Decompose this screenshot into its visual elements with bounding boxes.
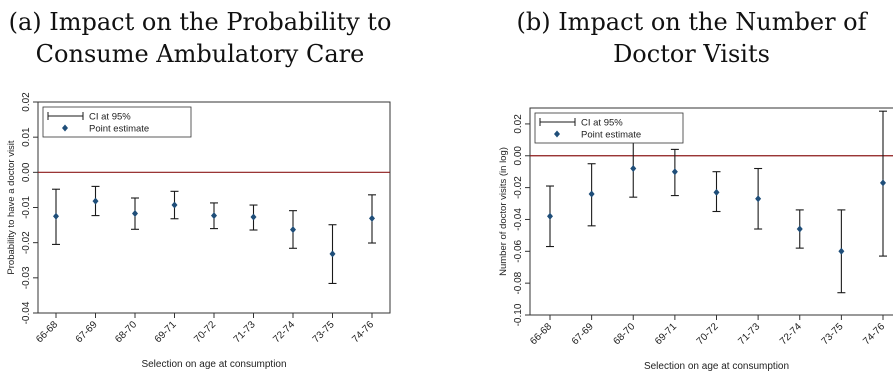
x-tick-label: 68-70 [612,321,638,347]
point-estimate-marker [671,168,678,176]
legend-point-marker [62,124,68,132]
y-tick-label: -0.03 [21,266,32,289]
legend-label-point: Point estimate [581,130,641,141]
panel-b-title-line1: (b) Impact on the Number of [516,8,867,36]
x-tick-label: 73-75 [311,319,337,345]
y-tick-label: -0.10 [513,303,524,326]
chart-panel-b: 0.02 0.00 -0.02 -0.04 -0.06 -0.08 -0.10 Number … [498,107,893,372]
point-estimate-marker [53,212,59,220]
legend-label-ci: CI at 95% [89,112,131,123]
y-tick-label: -0.04 [21,301,32,324]
panel-a-title-line2: Consume Ambulatory Care [35,40,365,68]
x-tick-label: 66-68 [528,321,554,347]
point-estimate-marker [880,179,886,187]
point-estimate-marker [132,209,138,217]
point-estimate-marker [171,201,178,209]
x-tick-label: 72-74 [778,321,804,347]
x-tick-label: 72-74 [271,319,297,345]
y-tick-label: 0.00 [21,162,32,182]
legend-point-marker [554,130,560,138]
y-tick-label: -0.08 [513,271,524,294]
point-estimate-marker [838,247,845,255]
y-axis-title: Number of doctor visits (in log) [498,147,509,276]
y-tick-label: -0.02 [513,176,524,199]
point-estimate-marker [547,212,553,220]
legend-box [42,106,192,138]
x-tick-label: 66-68 [34,319,60,345]
x-tick-label: 69-71 [153,319,179,345]
point-estimate-marker [630,165,637,173]
point-estimate-marker [755,195,762,203]
point-estimate-marker [211,212,217,220]
y-axis-title: Probability to have a doctor visit [6,140,17,274]
x-tick-label: 74-76 [350,319,376,345]
y-tick-label: -0.01 [21,196,32,219]
point-estimate-marker [329,250,336,258]
x-tick-label: 70-72 [695,321,721,347]
x-tick-label: 67-69 [74,319,100,345]
x-tick-label: 68-70 [113,319,139,345]
x-tick-label: 70-72 [192,319,218,345]
y-tick-label: 0.01 [21,127,32,147]
x-tick-label: 73-75 [820,321,846,347]
x-tick-label: 71-73 [736,321,762,347]
x-tick-label: 71-73 [232,319,258,345]
legend-label-ci: CI at 95% [581,118,623,129]
y-tick-label: -0.04 [513,208,524,231]
point-estimate-marker [250,213,257,221]
point-estimate-marker [796,225,803,233]
x-tick-label: 69-71 [653,321,679,347]
x-tick-label: 74-76 [861,321,887,347]
y-tick-label: -0.06 [513,239,524,262]
panel-b-title: (b) Impact on the Number of Doctor Visit… [490,6,893,70]
point-estimate-marker [92,197,99,205]
point-estimate-marker [290,226,296,234]
panel-a-title: (a) Impact on the Probability to Consume… [0,6,400,70]
legend-box [534,112,684,144]
legend-label-point: Point estimate [89,124,149,135]
panel-b-title-line2: Doctor Visits [613,40,770,68]
panel-a-title-line1: (a) Impact on the Probability to [8,8,392,36]
y-tick-label: 0.02 [513,114,524,134]
y-tick-label: 0.02 [21,92,32,112]
point-estimate-marker [369,214,375,222]
chart-panel-a: 0.02 0.01 0.00 -0.01 -0.02 -0.03 -0.04 Probabil… [6,92,391,370]
point-estimate-marker [588,190,595,198]
y-tick-label: -0.02 [21,231,32,254]
point-estimate-marker [713,188,720,196]
x-axis-title: Selection on age at consumption [644,361,789,372]
x-axis-title: Selection on age at consumption [141,359,286,370]
x-tick-label: 67-69 [570,321,596,347]
y-tick-label: 0.00 [513,146,524,166]
